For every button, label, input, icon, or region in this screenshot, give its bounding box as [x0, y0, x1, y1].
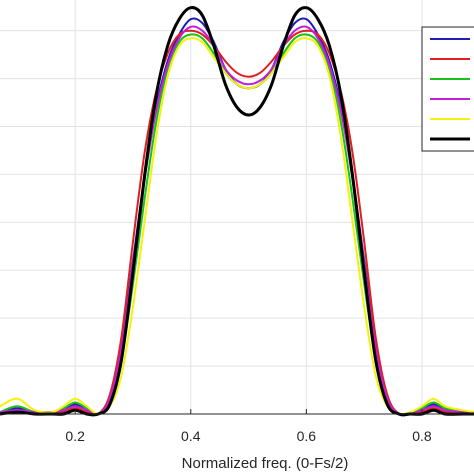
legend-box: [421, 26, 474, 152]
x-tick-label-3: 0.8: [412, 428, 432, 444]
x-ticks: 0.2 0.4 0.6 0.8: [65, 409, 432, 444]
x-axis-label: Normalized freq. (0-Fs/2): [182, 455, 349, 472]
grid: [0, 0, 474, 414]
x-tick-label-2: 0.6: [297, 428, 317, 444]
series-line-6: [0, 6, 474, 417]
x-tick-label-1: 0.4: [181, 428, 201, 444]
legend: [421, 26, 474, 152]
legend-entries: [430, 38, 470, 141]
x-tick-label-0: 0.2: [65, 428, 85, 444]
